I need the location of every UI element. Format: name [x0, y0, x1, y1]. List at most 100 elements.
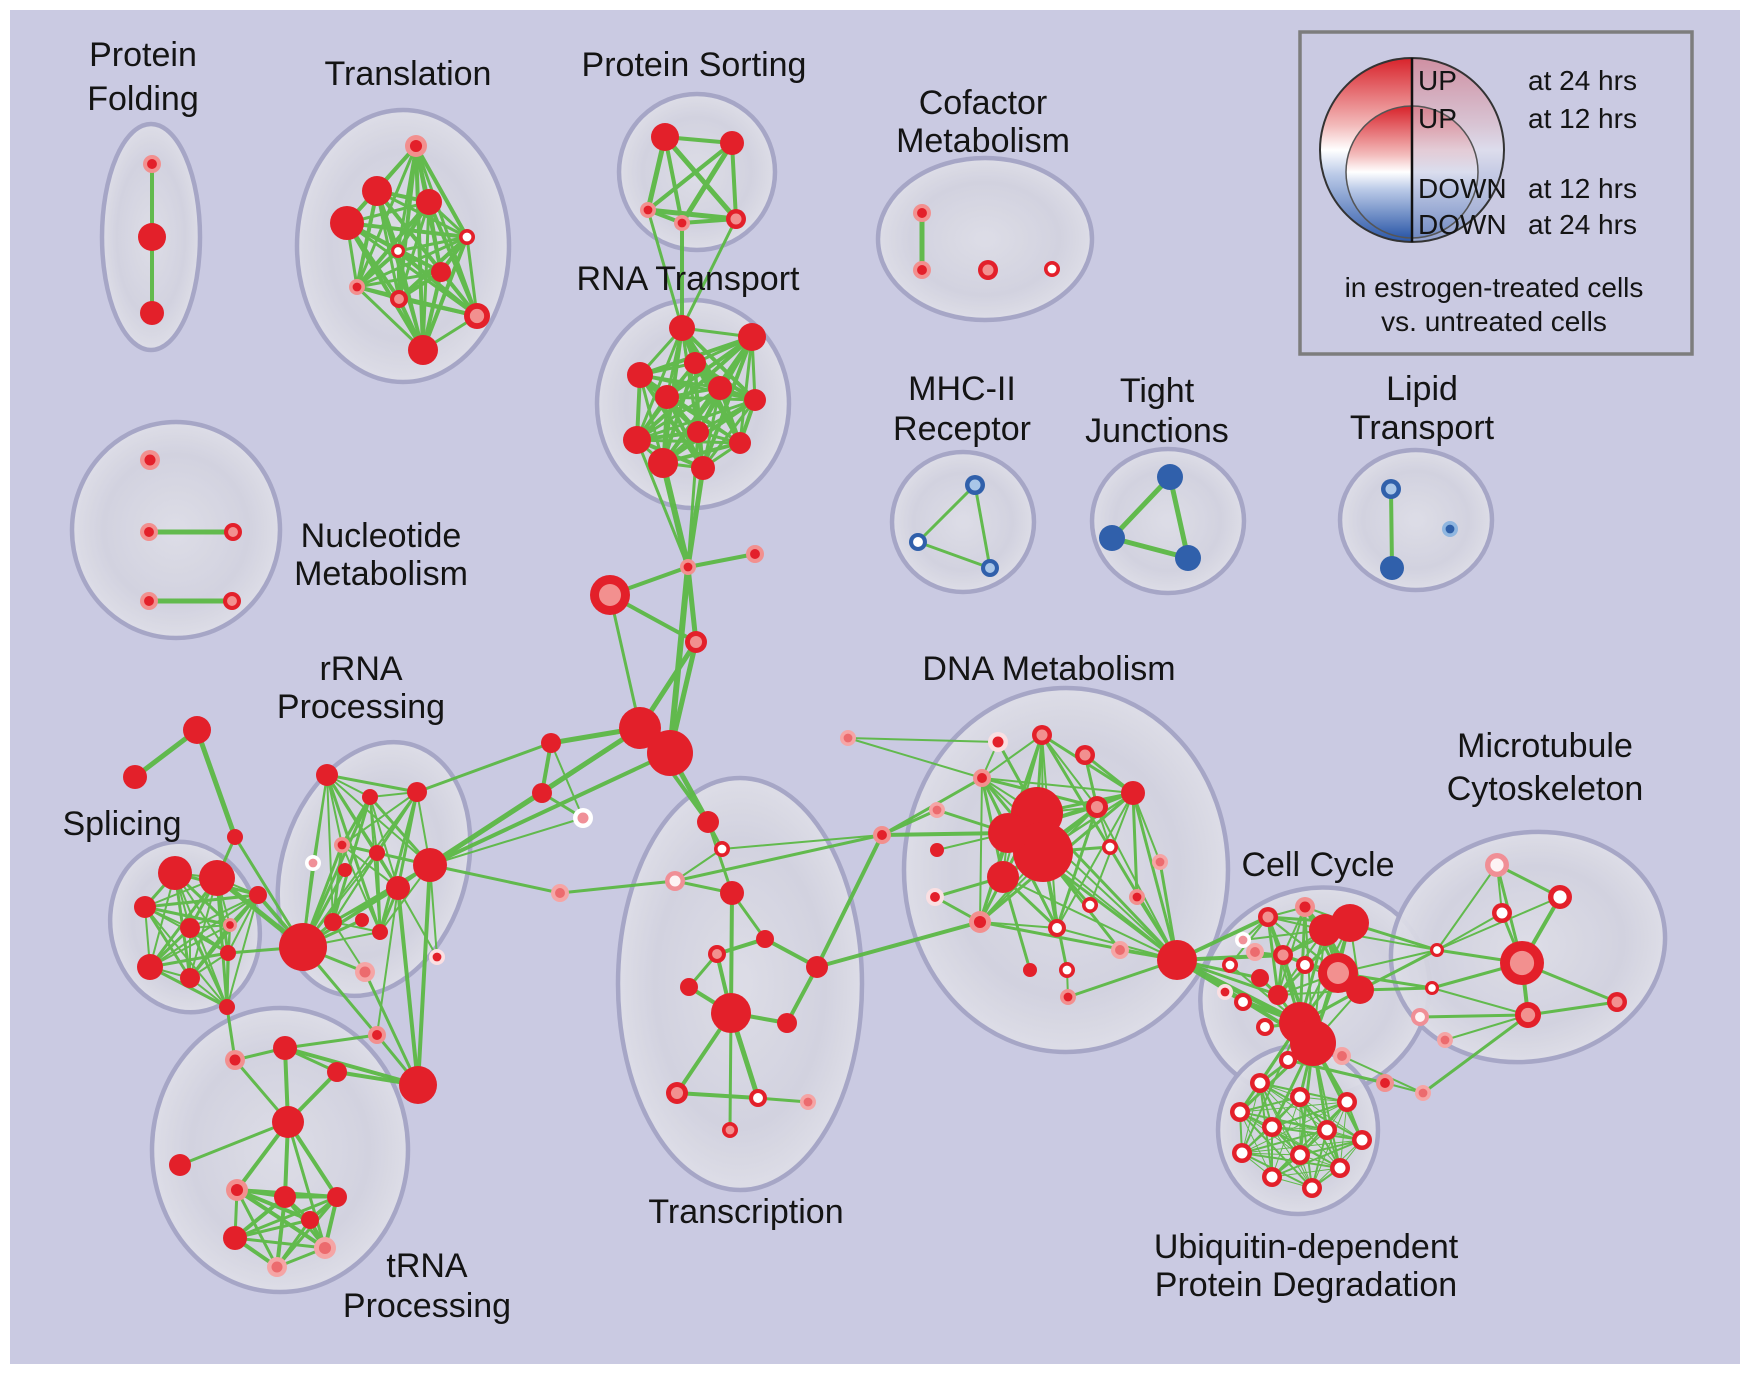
network-node: [691, 456, 715, 480]
cluster-label-translation: Translation: [325, 55, 492, 93]
network-edge: [283, 1046, 420, 1087]
network-node: [1102, 839, 1118, 855]
legend-entry-time: at 12 hrs: [1528, 173, 1637, 204]
cluster-ellipse-cofactor-metabolism: [875, 155, 1095, 323]
network-node: [169, 1154, 191, 1176]
node-inner-core: [1440, 1035, 1450, 1045]
node-outer-ring: [399, 1066, 437, 1104]
network-edge: [673, 833, 884, 883]
node-outer-ring: [1331, 904, 1369, 942]
network-node: [1129, 889, 1145, 905]
node-outer-ring: [413, 848, 447, 882]
cluster-label-tight-junctions: Tight: [1120, 372, 1195, 410]
network-edge: [1436, 896, 1561, 951]
node-outer-ring: [1290, 1020, 1336, 1066]
node-inner-core: [599, 584, 621, 606]
node-inner-core: [1294, 1149, 1306, 1161]
network-node: [1268, 985, 1288, 1005]
network-node: [408, 335, 438, 365]
cluster-label-microtubule-cytoskeleton: Cytoskeleton: [1447, 770, 1644, 808]
node-outer-ring: [1157, 940, 1197, 980]
network-node: [1250, 1073, 1270, 1093]
network-node: [1290, 1087, 1310, 1107]
node-outer-ring: [273, 1036, 297, 1060]
network-node: [416, 189, 442, 215]
network-edge: [355, 285, 425, 352]
network-node: [1485, 853, 1509, 877]
network-node: [929, 802, 945, 818]
network-node: [405, 135, 427, 157]
network-node: [738, 323, 766, 351]
network-edge: [679, 140, 735, 226]
network-edge: [1389, 487, 1394, 570]
network-node: [973, 769, 991, 787]
network-node: [429, 949, 445, 965]
network-node: [1279, 1051, 1297, 1069]
cluster-label-protein-folding: Folding: [87, 80, 199, 118]
node-inner-core: [843, 733, 853, 743]
network-edge: [973, 483, 992, 570]
legend-entry-time: at 24 hrs: [1528, 65, 1637, 96]
network-edge: [663, 135, 684, 225]
node-inner-core: [1283, 1055, 1293, 1065]
cluster-label-lipid-transport: Transport: [1350, 409, 1495, 447]
node-inner-core: [803, 1097, 813, 1107]
network-edge: [415, 741, 553, 794]
node-outer-ring: [362, 789, 378, 805]
network-node: [685, 631, 707, 653]
node-inner-core: [1132, 892, 1142, 902]
network-edge: [1109, 535, 1191, 561]
network-edge: [341, 791, 418, 846]
node-outer-ring: [756, 930, 774, 948]
network-edge: [1241, 1152, 1341, 1169]
cluster-label-trna-processing: Processing: [343, 1287, 511, 1325]
network-node: [909, 533, 927, 551]
network-node: [687, 421, 709, 443]
network-edge: [1358, 948, 1439, 992]
network-edge: [1056, 792, 1134, 929]
network-node: [1075, 745, 1095, 765]
network-edge: [665, 335, 754, 399]
network-node: [777, 1013, 797, 1033]
cluster-ellipse-lipid-transport: [1337, 447, 1495, 593]
node-inner-core: [1225, 960, 1235, 970]
network-node: [140, 523, 158, 541]
node-inner-core: [917, 208, 927, 218]
network-edge: [428, 791, 544, 867]
network-edge: [341, 844, 381, 933]
legend-note: in estrogen-treated cells: [1345, 272, 1644, 303]
network-edge: [225, 951, 230, 1009]
node-outer-ring: [684, 352, 706, 374]
network-node: [987, 861, 1019, 893]
network-node: [930, 843, 944, 857]
node-outer-ring: [711, 993, 751, 1033]
network-edge: [667, 564, 691, 756]
network-edge: [635, 335, 754, 442]
node-outer-ring: [1268, 985, 1288, 1005]
network-edge: [635, 438, 690, 569]
network-node: [1246, 943, 1264, 961]
node-inner-core: [144, 596, 154, 606]
network-edge: [608, 593, 642, 730]
node-inner-core: [643, 205, 653, 215]
node-inner-core: [992, 736, 1004, 748]
network-edge: [465, 235, 479, 318]
network-node: [1352, 1130, 1372, 1150]
network-node: [1290, 1020, 1336, 1066]
network-node: [744, 389, 766, 411]
node-inner-core: [973, 915, 987, 929]
node-inner-core: [750, 549, 760, 559]
network-edge: [1271, 1167, 1341, 1178]
node-inner-core: [1277, 949, 1289, 961]
node-inner-core: [1260, 1022, 1270, 1032]
network-edge: [638, 373, 705, 470]
network-edge: [378, 790, 419, 934]
network-node: [1235, 932, 1251, 948]
network-node: [669, 315, 695, 341]
network-node: [1059, 962, 1075, 978]
network-node: [180, 968, 200, 988]
network-node: [362, 789, 378, 805]
node-outer-ring: [647, 730, 693, 776]
node-inner-core: [930, 892, 940, 902]
network-node: [134, 896, 156, 918]
